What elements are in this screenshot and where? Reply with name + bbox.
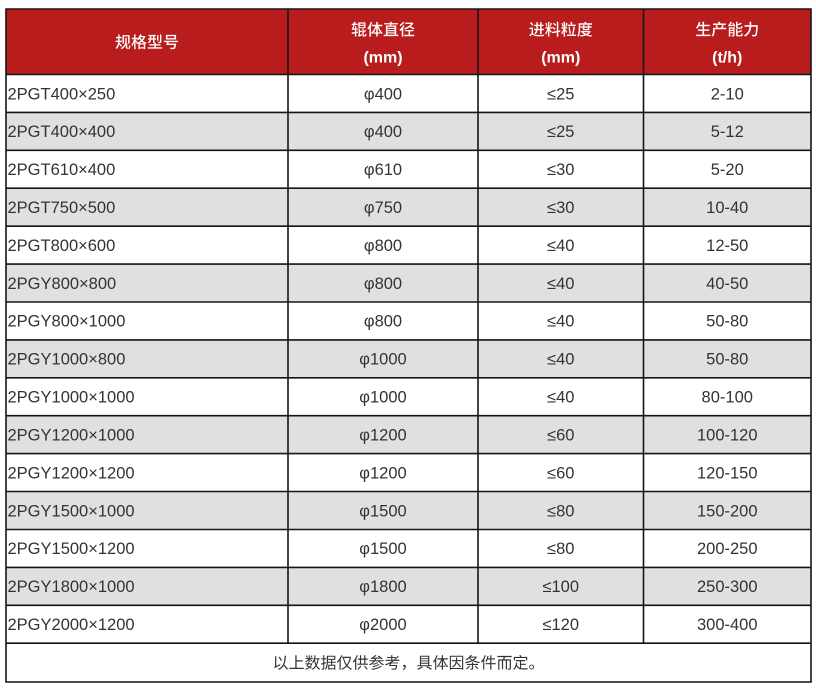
svg-text:2PGT400×400: 2PGT400×400: [8, 123, 116, 141]
svg-text:300-400: 300-400: [697, 616, 758, 634]
svg-text:50-80: 50-80: [706, 313, 748, 331]
svg-text:2PGY1000×1000: 2PGY1000×1000: [8, 389, 135, 407]
svg-text:≤80: ≤80: [547, 502, 574, 520]
svg-text:5-12: 5-12: [711, 123, 744, 141]
svg-text:2PGT610×400: 2PGT610×400: [8, 161, 116, 179]
svg-text:150-200: 150-200: [697, 502, 758, 520]
svg-text:φ750: φ750: [364, 199, 402, 217]
svg-text:2PGY1200×1200: 2PGY1200×1200: [8, 464, 135, 482]
svg-text:≤25: ≤25: [547, 85, 574, 103]
svg-text:2PGT750×500: 2PGT750×500: [8, 199, 116, 217]
svg-text:≤40: ≤40: [547, 313, 574, 331]
svg-text:2PGY800×1000: 2PGY800×1000: [8, 313, 126, 331]
svg-text:φ800: φ800: [364, 237, 402, 255]
svg-text:2PGY1200×1000: 2PGY1200×1000: [8, 427, 135, 445]
svg-text:2PGT400×250: 2PGT400×250: [8, 85, 116, 103]
svg-text:φ2000: φ2000: [359, 616, 406, 634]
svg-text:2PGY1000×800: 2PGY1000×800: [8, 351, 126, 369]
svg-text:≤40: ≤40: [547, 389, 574, 407]
svg-text:2PGY1500×1200: 2PGY1500×1200: [8, 540, 135, 558]
svg-text:φ1200: φ1200: [359, 464, 406, 482]
svg-text:≤120: ≤120: [542, 616, 579, 634]
svg-text:120-150: 120-150: [697, 464, 758, 482]
svg-text:10-40: 10-40: [706, 199, 748, 217]
svg-text:φ800: φ800: [364, 313, 402, 331]
svg-text:≤60: ≤60: [547, 464, 574, 482]
svg-text:2PGY2000×1200: 2PGY2000×1200: [8, 616, 135, 634]
svg-text:≤60: ≤60: [547, 427, 574, 445]
svg-text:φ1200: φ1200: [359, 427, 406, 445]
svg-text:(t/h): (t/h): [712, 49, 742, 66]
svg-text:≤40: ≤40: [547, 275, 574, 293]
svg-text:φ1000: φ1000: [359, 389, 406, 407]
svg-text:(mm): (mm): [363, 49, 402, 66]
svg-text:φ1500: φ1500: [359, 502, 406, 520]
svg-text:5-20: 5-20: [711, 161, 744, 179]
svg-text:12-50: 12-50: [706, 237, 748, 255]
svg-text:100-120: 100-120: [697, 427, 758, 445]
svg-text:50-80: 50-80: [706, 351, 748, 369]
svg-text:80-100: 80-100: [702, 389, 753, 407]
svg-text:250-300: 250-300: [697, 578, 758, 596]
svg-text:2PGY800×800: 2PGY800×800: [8, 275, 117, 293]
svg-text:40-50: 40-50: [706, 275, 748, 293]
svg-text:φ610: φ610: [364, 161, 402, 179]
svg-text:φ400: φ400: [364, 85, 402, 103]
svg-text:φ1500: φ1500: [359, 540, 406, 558]
svg-text:≤100: ≤100: [542, 578, 579, 596]
svg-text:φ800: φ800: [364, 275, 402, 293]
svg-text:2PGY1500×1000: 2PGY1500×1000: [8, 502, 135, 520]
svg-text:≤40: ≤40: [547, 351, 574, 369]
svg-text:2PGY1800×1000: 2PGY1800×1000: [8, 578, 135, 596]
svg-text:φ400: φ400: [364, 123, 402, 141]
svg-text:(mm): (mm): [541, 49, 580, 66]
svg-text:2-10: 2-10: [711, 85, 744, 103]
svg-text:200-250: 200-250: [697, 540, 758, 558]
svg-text:≤80: ≤80: [547, 540, 574, 558]
svg-text:≤30: ≤30: [547, 161, 574, 179]
svg-text:φ1000: φ1000: [359, 351, 406, 369]
svg-text:φ1800: φ1800: [359, 578, 406, 596]
svg-text:≤40: ≤40: [547, 237, 574, 255]
svg-text:2PGT800×600: 2PGT800×600: [8, 237, 116, 255]
svg-text:≤30: ≤30: [547, 199, 574, 217]
svg-text:≤25: ≤25: [547, 123, 574, 141]
